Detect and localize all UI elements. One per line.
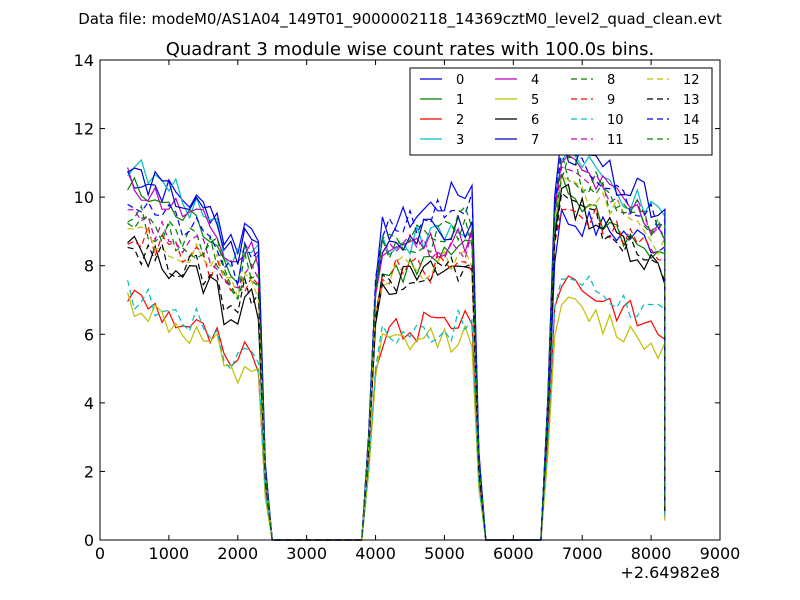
y-tick-label: 0 [84, 531, 94, 550]
x-tick-label: 5000 [424, 544, 465, 563]
x-tick-label: 3000 [286, 544, 327, 563]
series-line-9 [127, 204, 666, 541]
legend-label-3: 3 [456, 133, 464, 148]
x-tick-label: 7000 [562, 544, 603, 563]
legend-label-9: 9 [607, 93, 615, 108]
x-tick-label: 8000 [631, 544, 672, 563]
series-line-0 [127, 171, 666, 541]
series-line-4 [127, 154, 666, 541]
y-tick-label: 2 [84, 462, 94, 481]
legend-label-14: 14 [683, 113, 700, 128]
x-tick-label: 0 [95, 544, 105, 563]
axis-ticks: 0 1000 2000 3000 4000 5000 6000 7000 8000 9000 0 2 4… [74, 51, 741, 563]
x-tick-label: 9000 [700, 544, 741, 563]
x-offset-label: +2.64982e8 [620, 563, 720, 582]
figure-suptitle: Data file: modeM0/AS1A04_149T01_90000021… [78, 10, 722, 29]
legend-label-6: 6 [531, 113, 539, 128]
series-line-15 [127, 156, 666, 541]
x-tick-label: 4000 [355, 544, 396, 563]
legend-label-2: 2 [456, 113, 464, 128]
series-line-5 [127, 292, 666, 541]
legend-label-0: 0 [456, 73, 464, 88]
x-tick-label: 6000 [493, 544, 534, 563]
y-tick-label: 14 [74, 51, 94, 70]
legend-label-10: 10 [607, 113, 624, 128]
series-line-6 [127, 183, 666, 541]
legend-label-15: 15 [683, 133, 700, 148]
y-tick-label: 6 [84, 325, 94, 344]
legend-label-5: 5 [531, 93, 539, 108]
series-line-2 [127, 275, 666, 541]
y-tick-label: 4 [84, 394, 94, 413]
series-line-11 [127, 166, 666, 541]
series-line-7 [127, 134, 666, 541]
legend-label-1: 1 [456, 93, 464, 108]
x-tick-label: 1000 [149, 544, 190, 563]
series-line-1 [127, 173, 666, 541]
legend-label-11: 11 [607, 133, 624, 148]
y-tick-label: 8 [84, 257, 94, 276]
legend-label-13: 13 [683, 93, 700, 108]
legend-label-7: 7 [531, 133, 539, 148]
series-line-14 [127, 145, 666, 541]
y-tick-label: 12 [74, 120, 94, 139]
legend-label-12: 12 [683, 73, 700, 88]
series-line-13 [127, 191, 666, 541]
plot-series-group [127, 134, 666, 541]
legend-label-4: 4 [531, 73, 539, 88]
legend-box [409, 67, 713, 156]
series-line-12 [127, 175, 666, 541]
x-tick-label: 2000 [217, 544, 258, 563]
plot-frame [99, 59, 721, 541]
chart-title: Quadrant 3 module wise count rates with … [166, 39, 655, 60]
y-tick-label: 10 [74, 188, 94, 207]
series-line-8 [127, 150, 666, 541]
series-line-10 [127, 275, 666, 541]
legend-label-8: 8 [607, 73, 615, 88]
